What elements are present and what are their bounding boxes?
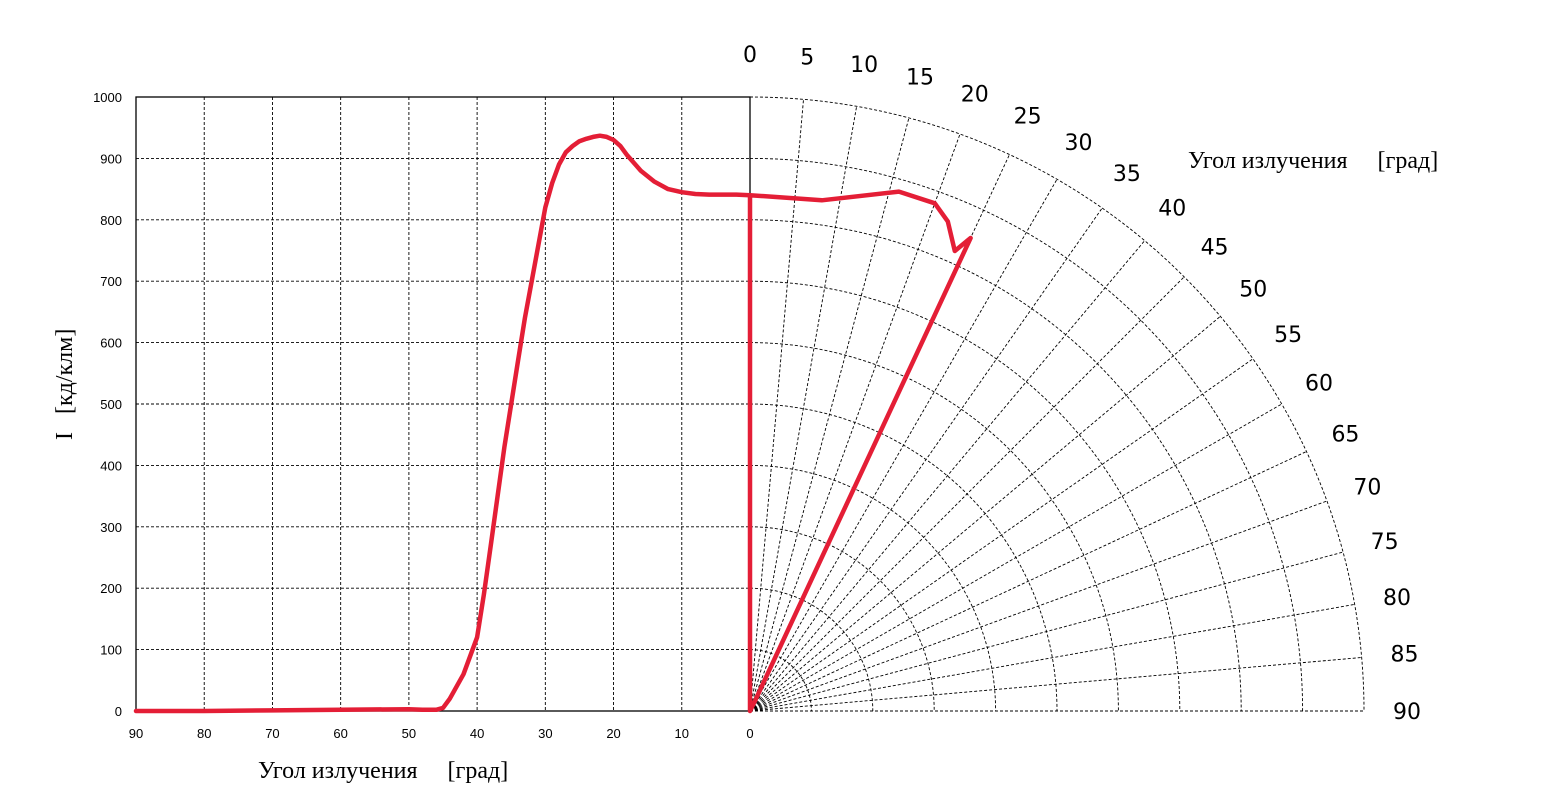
polar-arc <box>749 157 1304 712</box>
y-tick-label: 500 <box>100 397 122 412</box>
polar-arc <box>749 526 935 712</box>
polar-angle-label: 60 <box>1305 372 1333 397</box>
polar-arc <box>749 96 1365 712</box>
polar-radial-line <box>749 117 910 712</box>
polar-radial-line <box>749 240 1146 712</box>
polar-angle-label: 20 <box>961 83 989 108</box>
polar-axis-title: Угол излучения [град] <box>1188 148 1438 174</box>
x-tick-label: 70 <box>265 726 279 741</box>
polar-angle-label: 0 <box>743 43 757 68</box>
polar-angle-label: 85 <box>1390 643 1418 668</box>
y-tick-label: 600 <box>100 336 122 351</box>
x-tick-label: 10 <box>675 726 689 741</box>
polar-radial-line <box>749 207 1103 712</box>
x-tick-label: 60 <box>333 726 347 741</box>
polar-radial-line <box>749 403 1282 712</box>
x-tick-label: 0 <box>746 726 753 741</box>
x-tick-label: 50 <box>402 726 416 741</box>
y-tick-label: 800 <box>100 213 122 228</box>
polar-angle-label: 45 <box>1201 235 1229 260</box>
polar-radial-line <box>749 657 1362 712</box>
polar-angle-label: 40 <box>1158 197 1186 222</box>
cartesian-tick-labels: 90 80 70 60 50 40 30 20 10 0010020030040050060070… <box>93 90 754 741</box>
polar-radial-line <box>749 500 1328 712</box>
polar-radial-line <box>749 551 1344 712</box>
polar-angle-label: 65 <box>1331 422 1359 447</box>
y-tick-label: 1000 <box>93 90 122 105</box>
polar-radial-line <box>749 315 1221 712</box>
polar-angle-label: 80 <box>1383 586 1411 611</box>
y-tick-label: 700 <box>100 274 122 289</box>
polar-angle-label: 70 <box>1353 475 1381 500</box>
x-tick-label: 20 <box>606 726 620 741</box>
polar-arc <box>749 280 1181 712</box>
polar-angle-label: 75 <box>1371 530 1399 555</box>
polar-radial-line <box>749 133 961 712</box>
polar-radial-line <box>749 451 1307 712</box>
polar-angle-label: 50 <box>1239 278 1267 303</box>
x-tick-label: 90 <box>129 726 143 741</box>
polar-angle-label: 30 <box>1065 131 1093 156</box>
polar-angle-label: 25 <box>1014 105 1042 130</box>
y-tick-label: 100 <box>100 643 122 658</box>
y-tick-label: 0 <box>115 704 122 719</box>
polar-intensity-line <box>747 189 973 714</box>
polar-arc <box>749 649 812 712</box>
polar-arc <box>749 342 1119 712</box>
polar-radial-line <box>749 179 1058 712</box>
polar-radial-line <box>749 603 1355 712</box>
polar-angle-label: 10 <box>850 53 878 78</box>
polar-angle-label: 90 <box>1393 700 1421 725</box>
y-axis-title: I [кд/клм] <box>52 329 78 440</box>
polar-radial-line <box>749 106 858 712</box>
y-tick-label: 200 <box>100 581 122 596</box>
y-tick-label: 300 <box>100 520 122 535</box>
intensity-curves <box>133 133 973 714</box>
polar-angle-label: 5 <box>800 46 814 71</box>
polar-angle-label: 35 <box>1113 162 1141 187</box>
y-tick-label: 900 <box>100 151 122 166</box>
x-tick-label: 30 <box>538 726 552 741</box>
polar-radial-line <box>749 99 804 712</box>
polar-angle-label: 55 <box>1274 323 1302 348</box>
x-axis-title: Угол излучения [град] <box>258 758 508 784</box>
cartesian-intensity-line <box>133 133 753 714</box>
cartesian-grid <box>135 96 751 712</box>
x-tick-label: 80 <box>197 726 211 741</box>
y-tick-label: 400 <box>100 458 122 473</box>
polar-radial-line <box>749 358 1254 712</box>
x-tick-label: 40 <box>470 726 484 741</box>
polar-radial-line <box>749 276 1185 712</box>
polar-grid <box>749 96 1365 712</box>
polar-angle-label: 15 <box>906 65 934 90</box>
